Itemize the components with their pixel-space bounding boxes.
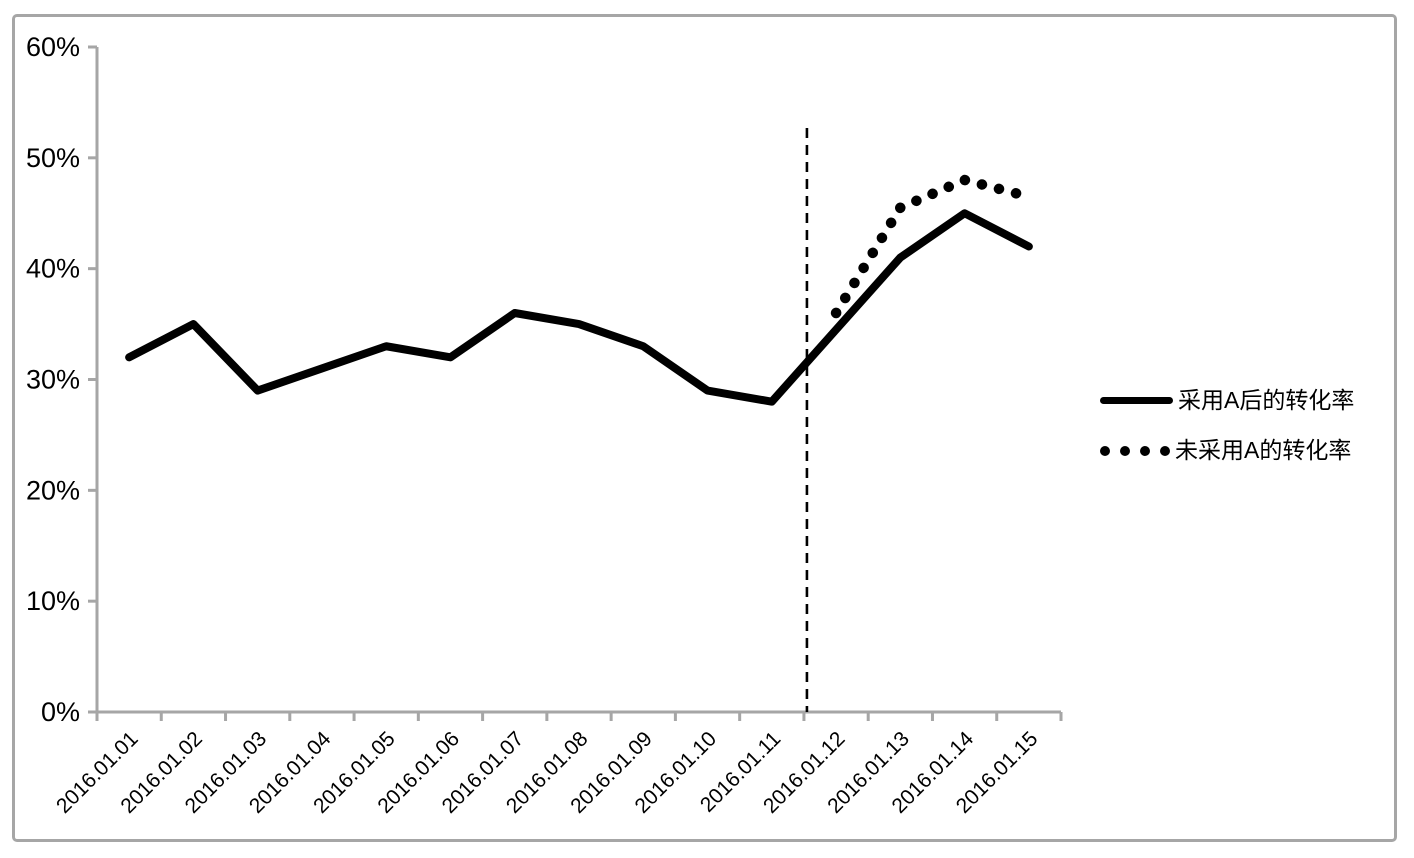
y-tick-label: 10% xyxy=(26,586,80,616)
y-tick-label: 60% xyxy=(26,32,80,62)
legend-item-not-adopted: 未采用A的转化率 xyxy=(1100,437,1354,464)
y-tick-label: 0% xyxy=(41,697,80,727)
legend-label-adopted: 采用A后的转化率 xyxy=(1178,387,1355,413)
y-tick-label: 50% xyxy=(26,143,80,173)
dotted-line-swatch-icon xyxy=(1100,445,1170,456)
legend: 采用A后的转化率 未采用A的转化率 xyxy=(1100,387,1355,464)
series-line-not-adopted xyxy=(830,174,1035,319)
y-tick-label: 30% xyxy=(26,365,80,395)
y-tick-label: 20% xyxy=(26,475,80,505)
chart-frame xyxy=(12,14,1397,842)
dot-icon xyxy=(1140,445,1150,456)
solid-line-swatch-icon xyxy=(1100,397,1173,405)
dot-icon xyxy=(1100,445,1110,456)
dot-icon xyxy=(1160,445,1170,456)
legend-label-not-adopted: 未采用A的转化率 xyxy=(1175,437,1352,464)
y-tick-label: 40% xyxy=(26,254,80,284)
dot-icon xyxy=(1120,445,1130,456)
legend-item-adopted: 采用A后的转化率 xyxy=(1100,387,1355,413)
series-line-adopted xyxy=(125,209,1033,406)
